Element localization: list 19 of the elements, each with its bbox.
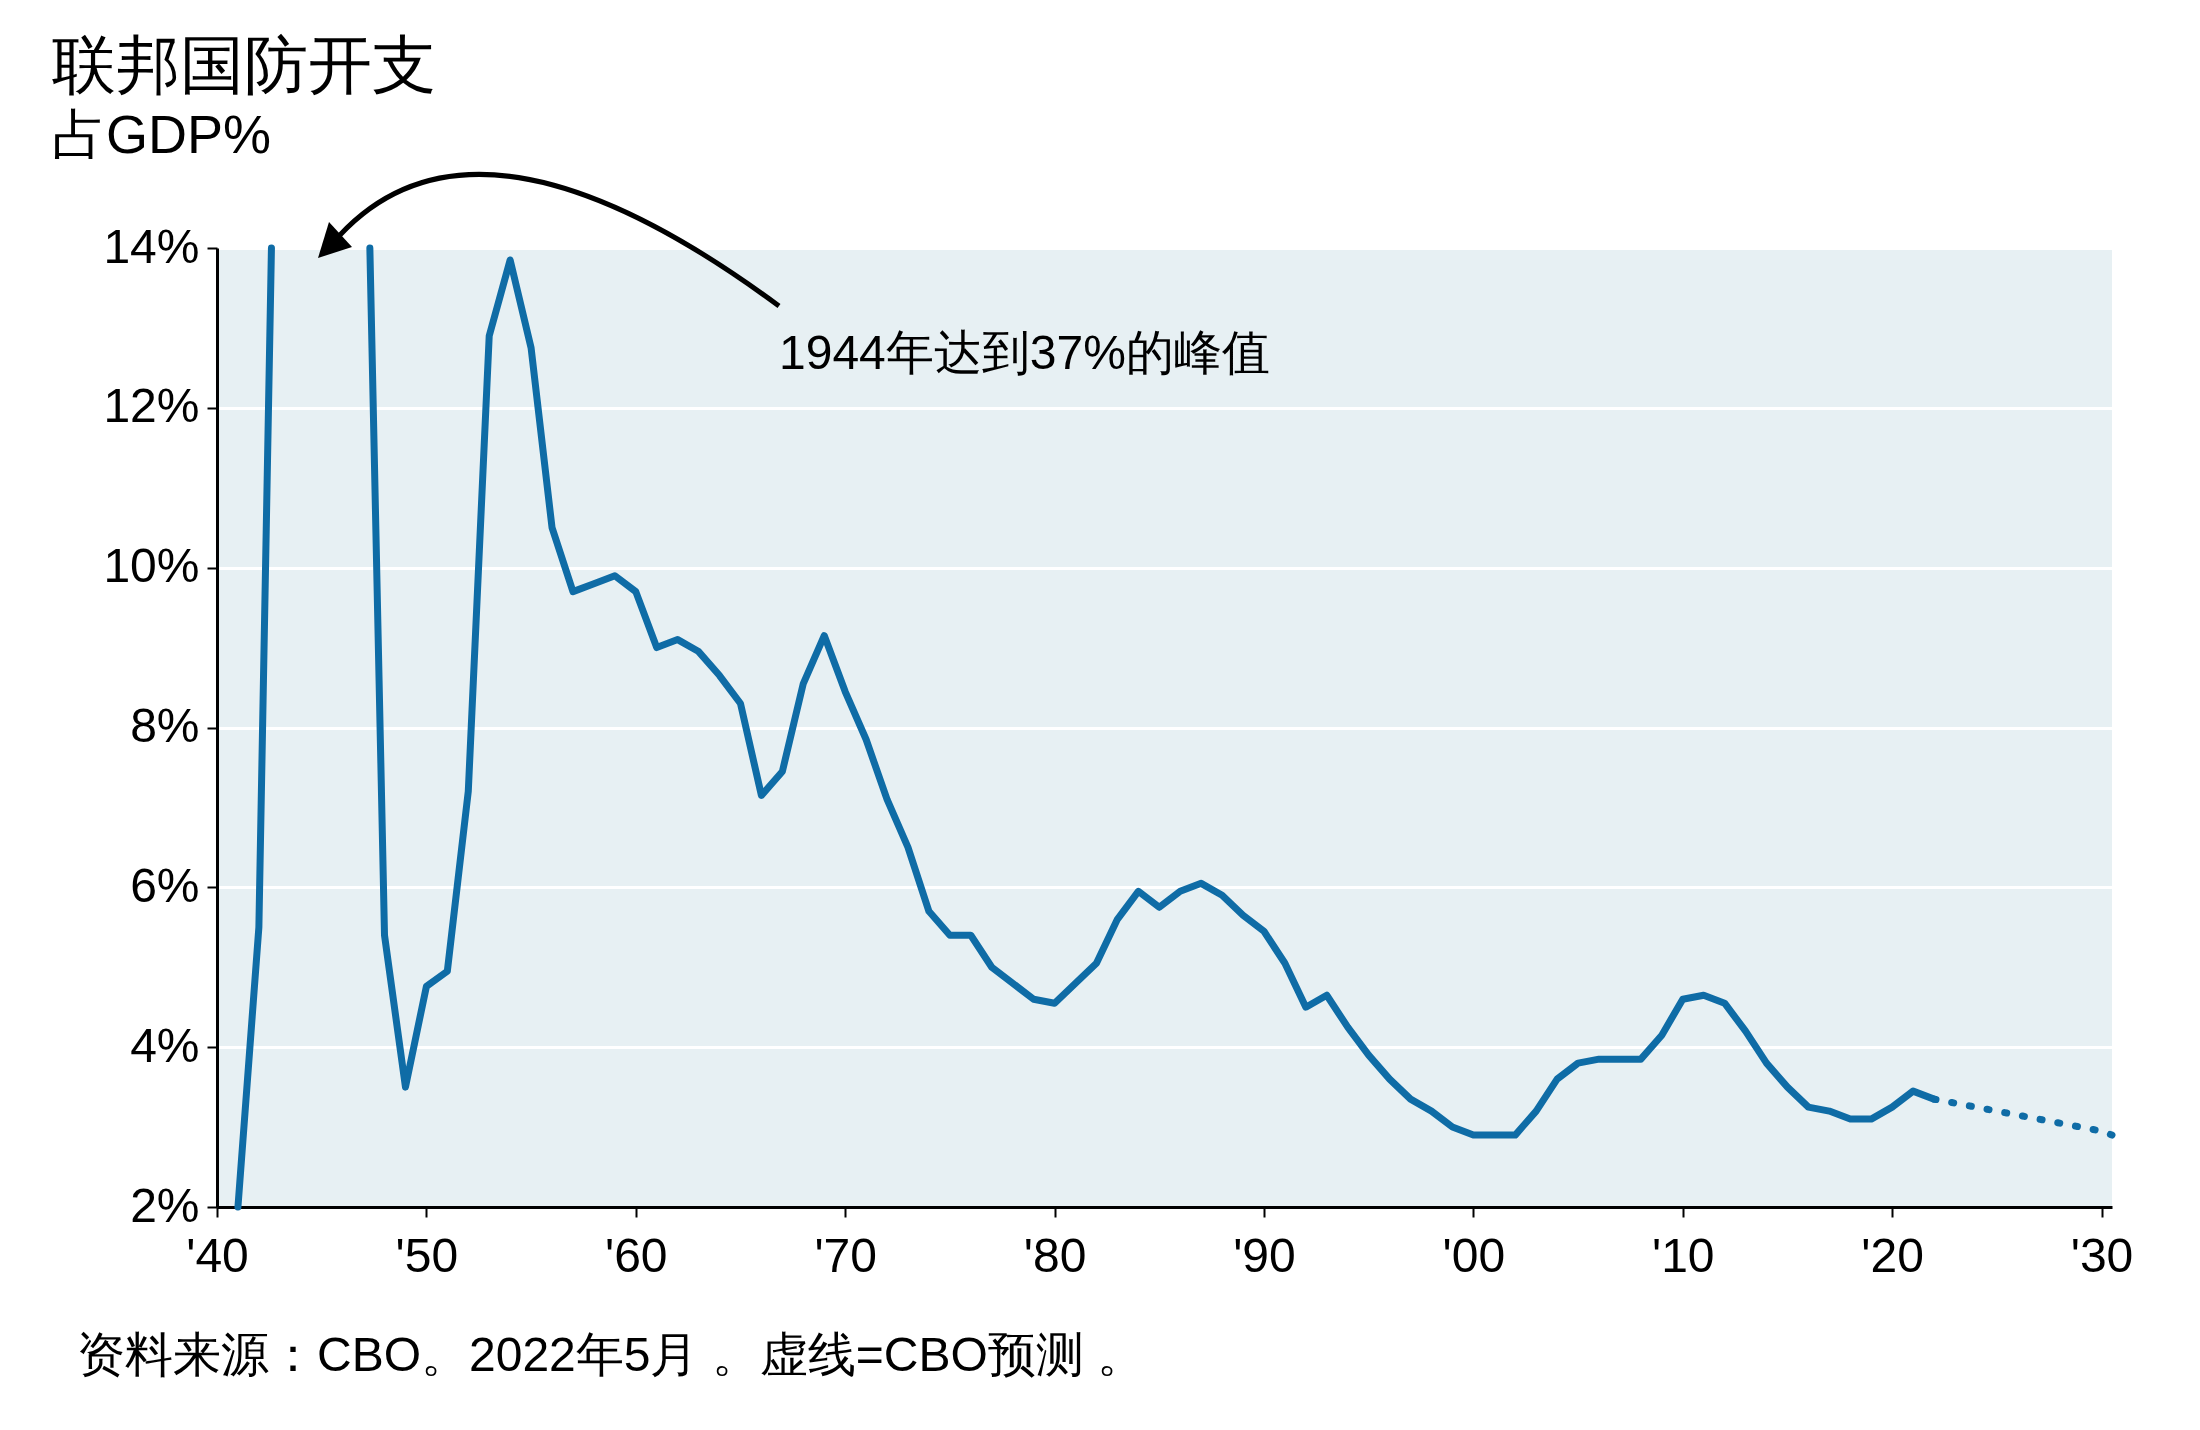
y-tick-label: 8% [130, 699, 200, 752]
y-tick-label: 12% [103, 379, 200, 433]
chart-title: 联邦国防开支 [52, 29, 436, 101]
x-tick-label: '10 [1651, 1228, 1715, 1282]
y-tick-label: 14% [103, 219, 200, 273]
x-tick-label: '50 [395, 1228, 459, 1282]
annotation: 1944年达到37%的峰值 [779, 326, 1270, 379]
y-tick-label: 4% [130, 1018, 200, 1072]
x-tick-label: '30 [2070, 1228, 2134, 1282]
y-tick-label: 10% [103, 539, 200, 593]
x-tick-label: '80 [1023, 1228, 1087, 1282]
x-tick-label: '90 [1233, 1228, 1296, 1282]
y-tick-label: 6% [130, 858, 200, 912]
x-tick-label: '00 [1442, 1228, 1506, 1282]
text: 资料来源：CBO。2022年5月 。虚线=CBO预测 。 [77, 1328, 1146, 1381]
x-tick-label: '20 [1861, 1228, 1924, 1282]
chart-subtitle: 占GDP% [52, 104, 272, 164]
x-tick-label: '60 [605, 1228, 668, 1282]
x-tick-label: '70 [814, 1228, 877, 1282]
